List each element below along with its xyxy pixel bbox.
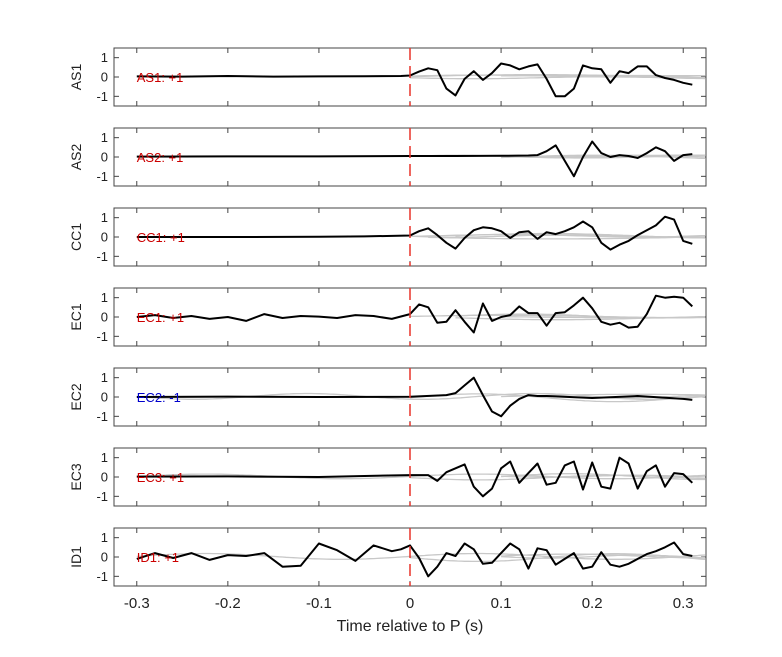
panel-traces <box>136 140 706 178</box>
y-tick-label: 0 <box>101 150 108 165</box>
x-axis: -0.3 -0.2 -0.1 0 0.1 0.2 0.3 <box>124 595 694 612</box>
polarity-label: CC1: +1 <box>137 230 185 245</box>
y-tick-label: 0 <box>101 310 108 325</box>
y-tick-label: 1 <box>101 50 108 65</box>
polarity-label: AS1: +1 <box>137 70 184 85</box>
y-axis-label: ID1 <box>68 546 84 568</box>
x-axis-label: Time relative to P (s) <box>337 618 484 635</box>
x-tick-label: -0.1 <box>306 595 332 612</box>
panel-ec3: -1 0 1 EC3 EC3: +1 <box>68 447 707 507</box>
y-tick-label: 1 <box>101 130 108 145</box>
reference-trace <box>136 552 706 560</box>
x-tick-label: 0.1 <box>491 595 512 612</box>
panel-traces <box>136 62 706 98</box>
y-tick-label: 0 <box>101 550 108 565</box>
reference-trace <box>409 234 706 238</box>
panel-ec2: -1 0 1 EC2 EC2: -1 <box>68 367 707 427</box>
panel-id1: -1 0 1 ID1 ID1: +1 <box>68 527 707 587</box>
panel-traces <box>136 215 706 251</box>
y-axis-label: EC2 <box>68 383 84 410</box>
highlight-trace <box>136 140 693 178</box>
panel-as1: -1 0 1 AS1 AS1: +1 <box>68 47 707 107</box>
panel-as2: -1 0 1 AS2 AS2: +1 <box>68 127 707 187</box>
reference-trace <box>409 74 706 79</box>
polarity-label: EC2: -1 <box>137 390 181 405</box>
panel-traces <box>136 376 706 418</box>
y-tick-label: 0 <box>101 470 108 485</box>
highlight-trace <box>136 294 693 334</box>
x-tick-label: 0.2 <box>582 595 603 612</box>
y-tick-label: -1 <box>96 169 108 184</box>
y-tick-label: 0 <box>101 390 108 405</box>
highlight-trace <box>136 541 693 578</box>
y-tick-label: 1 <box>101 370 108 385</box>
y-tick-label: 1 <box>101 450 108 465</box>
y-tick-label: 1 <box>101 530 108 545</box>
polarity-label: ID1: +1 <box>137 550 179 565</box>
y-axis-label: EC1 <box>68 303 84 330</box>
highlight-trace <box>136 456 693 498</box>
y-tick-label: -1 <box>96 329 108 344</box>
panel-cc1: -1 0 1 CC1 CC1: +1 <box>68 207 707 267</box>
y-tick-label: -1 <box>96 409 108 424</box>
x-tick-label: 0 <box>406 595 414 612</box>
panel-traces <box>136 294 706 334</box>
highlight-trace <box>136 62 693 98</box>
y-tick-label: 0 <box>101 70 108 85</box>
polarity-label: AS2: +1 <box>137 150 184 165</box>
reference-trace <box>409 76 706 80</box>
y-axis-label: CC1 <box>68 223 84 251</box>
y-tick-label: -1 <box>96 249 108 264</box>
y-tick-label: 1 <box>101 290 108 305</box>
y-tick-label: 1 <box>101 210 108 225</box>
y-tick-label: -1 <box>96 569 108 584</box>
panel-ec1: -1 0 1 EC1 EC1: +1 <box>68 287 707 347</box>
y-axis-label: AS1 <box>68 64 84 91</box>
highlight-trace <box>136 215 693 251</box>
y-tick-label: -1 <box>96 89 108 104</box>
y-axis-label: EC3 <box>68 463 84 490</box>
reference-trace <box>501 154 706 159</box>
x-tick-label: 0.3 <box>673 595 694 612</box>
panel-traces <box>136 541 706 578</box>
highlight-trace <box>136 376 693 418</box>
y-axis-label: AS2 <box>68 144 84 171</box>
panels-group: -1 0 1 AS1 AS1: +1 -1 0 1 AS2 AS2: +1 -1 0 1 CC1 CC1: … <box>68 47 707 587</box>
y-tick-label: 0 <box>101 230 108 245</box>
x-tick-label: -0.2 <box>215 595 241 612</box>
polarity-label: EC1: +1 <box>137 310 184 325</box>
reference-trace <box>501 315 706 319</box>
panel-traces <box>136 456 706 498</box>
reference-trace <box>428 236 706 240</box>
reference-trace <box>409 393 706 403</box>
y-tick-label: -1 <box>96 489 108 504</box>
x-tick-label: -0.3 <box>124 595 150 612</box>
polarity-label: EC3: +1 <box>137 470 184 485</box>
